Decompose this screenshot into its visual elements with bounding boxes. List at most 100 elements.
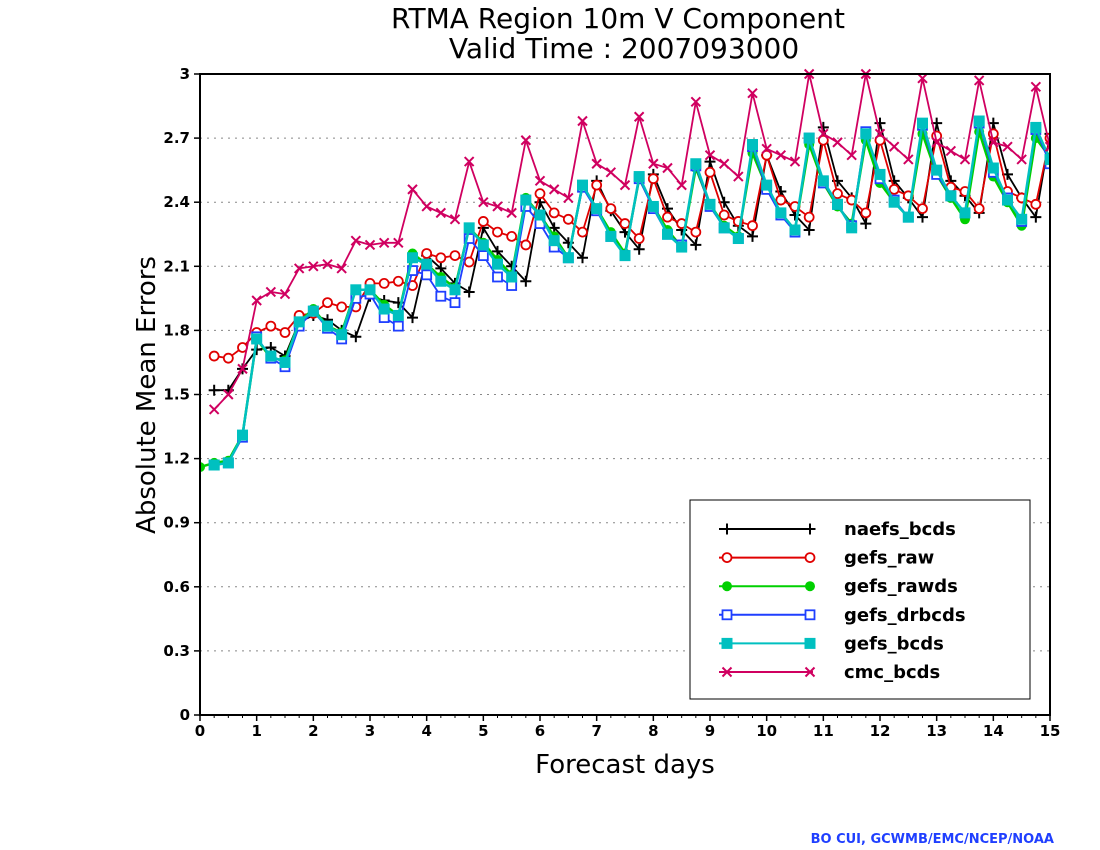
data-point bbox=[279, 288, 291, 300]
y-tick-label: 1.2 bbox=[163, 450, 190, 468]
data-point bbox=[577, 226, 588, 238]
data-point bbox=[874, 168, 886, 180]
data-point bbox=[860, 207, 872, 219]
data-point bbox=[378, 277, 390, 289]
y-tick-label: 1.8 bbox=[163, 321, 190, 339]
x-tick-label: 2 bbox=[308, 722, 318, 740]
data-point bbox=[988, 137, 999, 148]
data-point bbox=[917, 203, 928, 215]
data-point bbox=[917, 73, 928, 84]
data-point bbox=[520, 239, 532, 251]
x-tick-label: 11 bbox=[813, 722, 834, 740]
data-point bbox=[721, 523, 733, 535]
data-point bbox=[449, 250, 461, 262]
data-point bbox=[562, 213, 574, 225]
credit-text: BO CUI, GCWMB/EMC/NCEP/NOAA bbox=[810, 832, 1054, 847]
data-point bbox=[307, 305, 319, 317]
data-point bbox=[917, 117, 928, 129]
data-point bbox=[721, 609, 733, 621]
data-point bbox=[200, 462, 205, 473]
data-point bbox=[888, 141, 900, 152]
legend-label: gefs_bcds bbox=[844, 633, 944, 654]
data-point bbox=[662, 228, 673, 240]
legend: naefs_bcds gefs_raw gefs_rawds gefs_drbcdsg… bbox=[689, 499, 1031, 700]
data-point bbox=[577, 179, 588, 191]
data-point bbox=[251, 295, 262, 306]
data-point bbox=[817, 175, 829, 187]
data-point bbox=[1016, 154, 1027, 165]
data-point bbox=[1030, 198, 1042, 210]
data-point bbox=[959, 207, 971, 219]
data-point bbox=[336, 263, 347, 274]
data-point bbox=[463, 256, 475, 268]
data-point bbox=[222, 352, 234, 364]
data-point bbox=[676, 179, 687, 191]
data-point bbox=[407, 312, 418, 324]
data-point bbox=[860, 218, 872, 230]
data-point bbox=[378, 237, 390, 249]
data-point bbox=[747, 220, 758, 232]
data-point bbox=[322, 258, 333, 270]
data-point bbox=[548, 184, 560, 195]
data-point bbox=[265, 350, 277, 362]
data-point bbox=[931, 164, 943, 176]
data-point bbox=[421, 258, 433, 270]
data-point bbox=[1030, 81, 1042, 93]
data-point bbox=[747, 88, 758, 99]
data-point bbox=[775, 149, 787, 161]
data-point bbox=[336, 301, 348, 313]
data-point bbox=[208, 459, 220, 471]
data-point bbox=[647, 173, 659, 185]
data-point bbox=[350, 284, 362, 296]
data-point bbox=[874, 128, 886, 140]
data-point bbox=[392, 309, 404, 321]
data-point bbox=[721, 552, 733, 563]
data-point bbox=[392, 275, 404, 287]
data-point bbox=[350, 331, 362, 343]
data-point bbox=[874, 117, 886, 129]
data-point bbox=[619, 250, 631, 262]
y-tick-label: 1.5 bbox=[163, 386, 190, 404]
data-point bbox=[832, 188, 843, 200]
legend-item: gefs_bcds bbox=[719, 633, 944, 654]
data-point bbox=[846, 149, 857, 161]
data-point bbox=[208, 384, 220, 396]
data-point bbox=[435, 275, 447, 287]
x-tick-label: 6 bbox=[535, 722, 545, 740]
data-point bbox=[463, 156, 475, 167]
data-point bbox=[805, 581, 815, 592]
data-point bbox=[605, 203, 617, 215]
series-gefs_drbcds bbox=[208, 117, 1050, 471]
data-point bbox=[591, 203, 603, 215]
data-point bbox=[449, 297, 461, 309]
data-point bbox=[803, 211, 815, 223]
data-point bbox=[945, 145, 957, 157]
data-point bbox=[435, 207, 447, 219]
legend-item: gefs_drbcds bbox=[719, 605, 966, 626]
data-point bbox=[973, 115, 985, 127]
x-tick-label: 8 bbox=[648, 722, 658, 740]
data-point bbox=[435, 290, 447, 302]
data-point bbox=[591, 179, 603, 191]
data-point bbox=[577, 252, 588, 264]
y-tick-label: 2.1 bbox=[163, 257, 190, 275]
data-point bbox=[704, 166, 716, 178]
data-point bbox=[265, 286, 277, 298]
data-point bbox=[803, 224, 815, 236]
data-point bbox=[534, 188, 546, 200]
y-tick-label: 2.4 bbox=[163, 193, 190, 211]
data-point bbox=[477, 216, 489, 227]
data-point bbox=[562, 252, 574, 264]
data-point bbox=[463, 286, 475, 298]
data-point bbox=[619, 218, 631, 229]
data-point bbox=[279, 356, 291, 368]
data-point bbox=[478, 196, 489, 208]
data-point bbox=[506, 230, 518, 242]
data-point bbox=[902, 211, 914, 223]
data-point bbox=[223, 389, 234, 400]
data-point bbox=[647, 200, 659, 212]
data-point bbox=[279, 327, 291, 338]
data-point bbox=[1030, 121, 1042, 133]
data-point bbox=[804, 523, 816, 535]
